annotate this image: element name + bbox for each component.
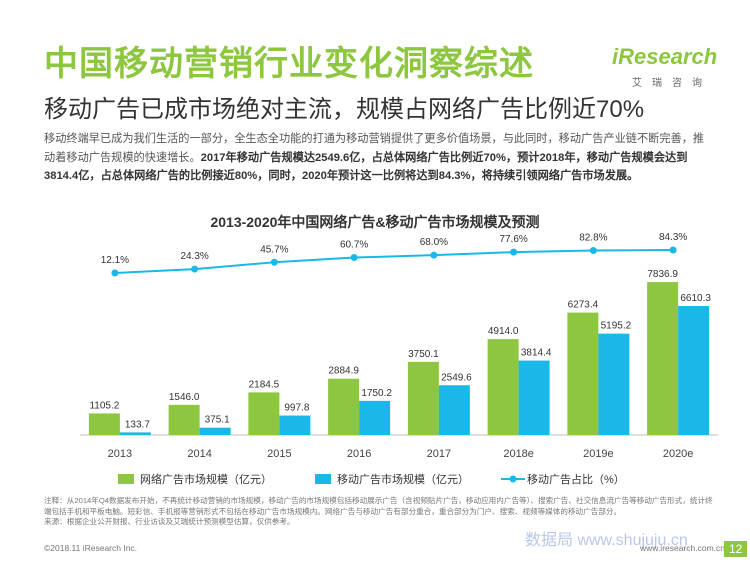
x-tick-label: 2014 [187, 448, 211, 460]
x-tick-label: 2017 [427, 448, 451, 460]
legend-label: 移动广告市场规模（亿元） [337, 472, 469, 486]
line-point-label: 24.3% [180, 251, 208, 262]
bar-mobile-ad [119, 432, 151, 435]
line-point-label: 82.8% [579, 232, 607, 243]
line-point-label: 84.3% [659, 232, 687, 243]
bar-online-ad-label: 4914.0 [488, 326, 519, 337]
x-tick-label: 2016 [347, 448, 371, 460]
logo-text: iResearch [612, 44, 718, 69]
bar-online-ad-label: 2184.5 [249, 379, 280, 390]
bar-online-ad-label: 6273.4 [568, 300, 599, 311]
legend-swatch [315, 474, 331, 484]
page-title: 中国移动营销行业变化洞察综述 [44, 45, 534, 83]
line-point [111, 269, 119, 277]
line-point [350, 254, 358, 262]
x-tick-label: 2018e [503, 448, 534, 460]
bar-mobile-ad-label: 133.7 [125, 419, 150, 430]
bar-mobile-ad [359, 400, 391, 435]
bar-mobile-ad-label: 2549.6 [441, 372, 472, 383]
x-tick-label: 2015 [267, 448, 291, 460]
line-point-label: 60.7% [340, 240, 368, 251]
bar-mobile-ad [438, 385, 470, 435]
intro-text: 移动终端早已成为我们生活的一部分，全生态全功能的打通为移动营销提供了更多价值场景… [44, 133, 705, 164]
bar-mobile-ad [279, 415, 311, 435]
bar-online-ad [567, 312, 599, 435]
bar-online-ad [647, 282, 679, 435]
iresearch-logo: iResearch 艾瑞咨询 [612, 44, 717, 94]
x-tick-label: 2013 [108, 448, 132, 460]
bar-online-ad-label: 7836.9 [647, 269, 678, 280]
x-tick-label: 2019e [583, 448, 614, 460]
source-text: 来源：根据企业公开财报、行业访谈及艾瑞统计预测模型估算，仅供参考。 [44, 517, 295, 526]
bar-online-ad-label: 2884.9 [328, 366, 359, 377]
bar-online-ad [88, 413, 120, 435]
bar-mobile-ad-label: 6610.3 [680, 293, 711, 304]
line-point-label: 68.0% [420, 237, 448, 248]
logo-subtext: 艾瑞咨询 [632, 78, 712, 89]
legend-swatch [118, 474, 134, 484]
line-point [270, 258, 278, 266]
bar-mobile-ad [199, 427, 231, 435]
bar-online-ad-label: 1546.0 [169, 392, 200, 403]
line-point-label: 45.7% [260, 244, 288, 255]
bar-online-ad-label: 1105.2 [89, 400, 119, 411]
line-point [510, 248, 518, 256]
intro-highlight: 2017年移动广告规模达2549.6亿，占总体网络广告比例近70%，预计2018… [44, 151, 688, 183]
bar-mobile-ad-label: 375.1 [205, 415, 230, 426]
bar-mobile-ad-label: 997.8 [284, 403, 309, 414]
chart-title: 2013-2020年中国网络广告&移动广告市场规模及预测 [210, 214, 540, 230]
bar-mobile-ad-label: 1750.2 [361, 388, 392, 399]
legend-marker [509, 475, 517, 483]
x-tick-label: 2020e [663, 448, 694, 460]
market-size-chart: 1105.2 133.7 2013 1546.0 375.1 2014 2184.5 997.… [80, 232, 718, 486]
line-mobile-share [114, 249, 674, 274]
page-number: 12 [724, 541, 748, 557]
bar-online-ad [248, 392, 280, 435]
legend-label: 移动广告占比（%） [527, 472, 625, 486]
footer-url: www.iresearch.com.cn [640, 543, 726, 553]
bar-mobile-ad-label: 3814.4 [521, 348, 552, 359]
bar-online-ad [487, 339, 519, 435]
bar-mobile-ad-label: 5195.2 [601, 321, 632, 332]
bar-mobile-ad [518, 360, 550, 435]
line-point [669, 246, 677, 254]
line-point-label: 12.1% [101, 255, 129, 266]
intro-paragraph: 移动终端早已成为我们生活的一部分，全生态全功能的打通为移动营销提供了更多价值场景… [44, 130, 714, 186]
bar-online-ad [407, 361, 439, 435]
line-point-label: 77.6% [499, 234, 527, 245]
watermark: 数据局 www.shujuju.cn [525, 532, 688, 549]
legend-label: 网络广告市场规模（亿元） [140, 472, 272, 486]
bar-online-ad [168, 404, 200, 435]
bar-mobile-ad [598, 333, 630, 435]
copyright: ©2018.11 iResearch Inc. [44, 543, 138, 553]
bar-mobile-ad [678, 306, 710, 435]
note-text: 注释：从2014年Q4数据发布开始，不再统计移动营销的市场规模，移动广告的市场规… [44, 496, 713, 516]
notes-block: 注释：从2014年Q4数据发布开始，不再统计移动营销的市场规模，移动广告的市场规… [44, 496, 716, 528]
bar-online-ad-label: 3750.1 [408, 349, 439, 360]
line-point [430, 251, 438, 259]
line-point [191, 265, 199, 273]
bar-online-ad [328, 378, 360, 435]
page-subtitle: 移动广告已成市场绝对主流，规模占网络广告比例近70% [44, 96, 645, 123]
line-point [589, 246, 597, 254]
